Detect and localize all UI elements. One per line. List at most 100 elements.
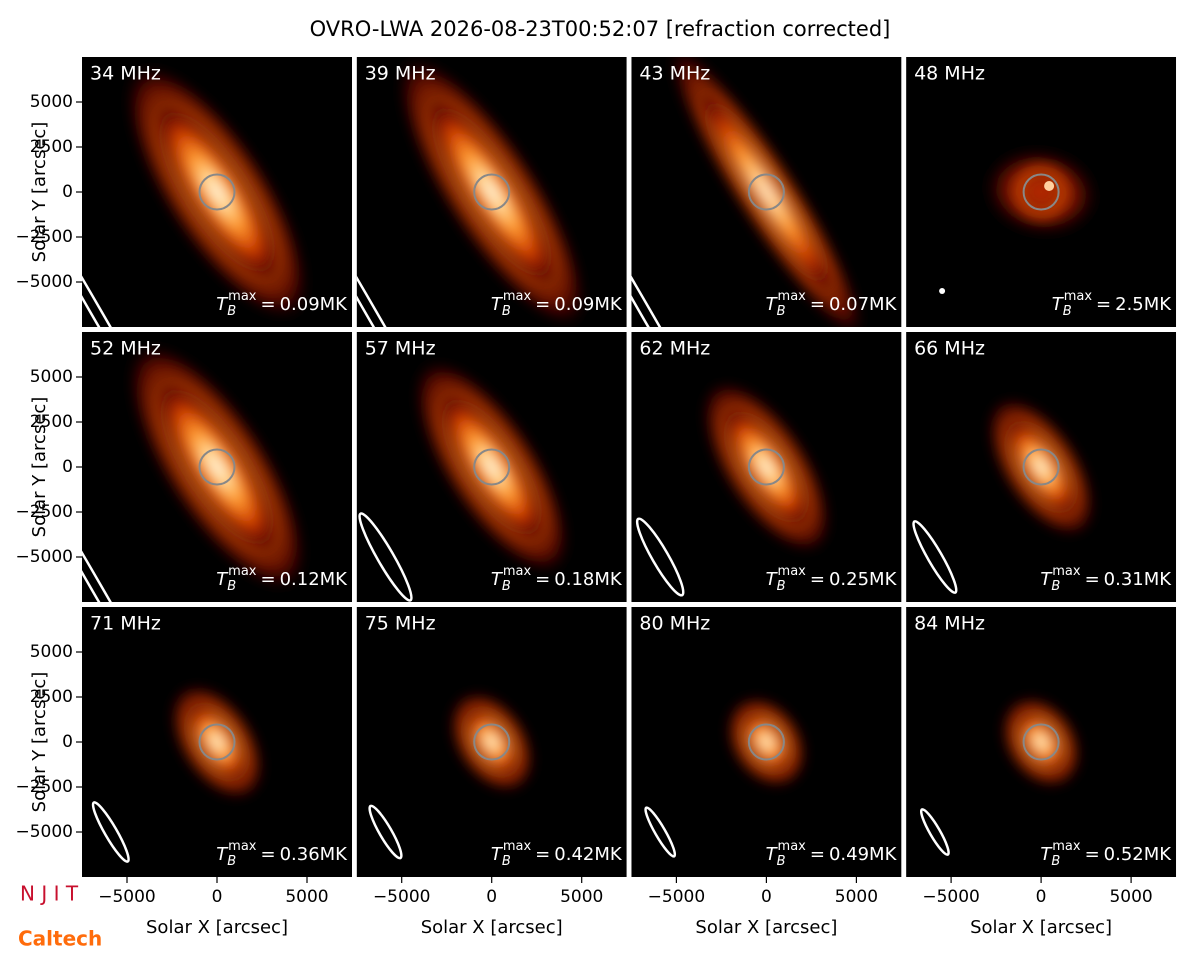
frequency-label: 80 MHz [639, 613, 710, 635]
panel [82, 57, 352, 327]
logo-njit: N J I T [20, 882, 79, 906]
panel [356, 332, 627, 602]
tb-symbol: T [766, 294, 779, 315]
y-axis-label: Solar Y [arcsec] [29, 122, 50, 263]
source-ring [1016, 167, 1066, 217]
beam [912, 520, 958, 594]
tb-symbol: T [1040, 569, 1053, 590]
tb-symbol: T [766, 569, 779, 590]
source [1015, 710, 1068, 774]
tb-equals: = [260, 294, 275, 315]
tb-sup: max [503, 289, 532, 304]
tb-sup: max [1052, 564, 1081, 579]
x-tick-label: 0 [212, 887, 223, 907]
panel [82, 332, 352, 602]
source [464, 707, 520, 777]
panel [356, 607, 627, 877]
beam [939, 288, 946, 294]
frequency-label: 75 MHz [365, 613, 436, 635]
tb-symbol: T [766, 844, 779, 865]
tb-max-label: TBmax = 0.31MK [1040, 564, 1172, 594]
tb-max-label: TBmax = 0.12MK [216, 564, 348, 594]
panel [356, 57, 627, 327]
y-axis-label: Solar Y [arcsec] [29, 397, 50, 538]
x-tick-label: −5000 [922, 887, 980, 907]
tb-sub: B [1051, 579, 1060, 594]
tb-sup: max [1052, 839, 1081, 854]
panel [631, 57, 902, 327]
tb-value: 0.49MK [829, 844, 898, 865]
tb-symbol: T [491, 294, 504, 315]
y-tick-label: −2500 [15, 777, 73, 797]
beam [631, 172, 728, 327]
panel [82, 607, 352, 877]
tb-symbol: T [1040, 844, 1053, 865]
frequency-label: 48 MHz [914, 63, 985, 85]
x-tick-label: 0 [761, 887, 772, 907]
tb-symbol: T [491, 569, 504, 590]
tb-sub: B [1051, 854, 1060, 869]
x-tick-label: 5000 [560, 887, 603, 907]
frequency-label: 39 MHz [365, 63, 436, 85]
beam [82, 172, 178, 327]
tb-equals: = [1096, 294, 1111, 315]
tb-sup: max [778, 564, 807, 579]
tb-symbol: T [216, 569, 229, 590]
logo-caltech: Caltech [18, 927, 102, 951]
x-axis-label: Solar X [arcsec] [970, 917, 1112, 938]
tb-max-label: TBmax = 0.52MK [1040, 839, 1172, 869]
tb-equals: = [810, 844, 825, 865]
frequency-label: 34 MHz [90, 63, 161, 85]
x-axis-label: Solar X [arcsec] [695, 917, 837, 938]
tb-value: 2.5MK [1115, 294, 1172, 315]
y-tick-label: 5000 [30, 92, 73, 112]
tb-value: 0.12MK [280, 569, 349, 590]
y-tick-label: 0 [62, 732, 73, 752]
solar-disk [1022, 723, 1060, 761]
y-tick-label: 2500 [30, 412, 73, 432]
tb-equals: = [810, 569, 825, 590]
y-tick-label: 5000 [30, 367, 73, 387]
x-axis-label: Solar X [arcsec] [146, 917, 288, 938]
tb-value: 0.07MK [829, 294, 898, 315]
tb-value: 0.36MK [280, 844, 349, 865]
source [186, 702, 248, 782]
beam [919, 808, 950, 856]
tb-max-label: TBmax = 0.49MK [766, 839, 898, 869]
tb-sup: max [778, 289, 807, 304]
tb-value: 0.25MK [829, 569, 898, 590]
frequency-label: 71 MHz [90, 613, 161, 635]
solar-disk [473, 448, 511, 486]
tb-sup: max [503, 839, 532, 854]
tb-max-label: TBmax = 0.42MK [491, 839, 623, 869]
solar-disk [1022, 173, 1060, 211]
x-tick-label: 5000 [835, 887, 878, 907]
tb-equals: = [810, 294, 825, 315]
solar-disk [473, 173, 511, 211]
tb-sub: B [777, 579, 786, 594]
tb-sup: max [228, 564, 257, 579]
tb-sup: max [1064, 289, 1093, 304]
chart-title: OVRO-LWA 2026-08-23T00:52:07 [refraction… [310, 17, 891, 41]
source [1005, 418, 1077, 516]
solar-disk [198, 173, 236, 211]
tb-sub: B [502, 579, 511, 594]
tb-value: 0.18MK [554, 569, 623, 590]
beam [368, 804, 403, 860]
beam [356, 172, 453, 327]
tb-equals: = [260, 569, 275, 590]
tb-sub: B [502, 854, 511, 869]
solar-disk [1022, 448, 1060, 486]
source-halo [974, 137, 1109, 247]
tb-equals: = [1085, 569, 1100, 590]
source [438, 392, 545, 542]
y-tick-label: 2500 [30, 687, 73, 707]
y-tick-label: 2500 [30, 137, 73, 157]
beam [644, 806, 677, 858]
frequency-label: 57 MHz [365, 338, 436, 360]
tb-max-label: TBmax = 0.07MK [766, 289, 898, 319]
tb-max-label: TBmax = 0.25MK [766, 564, 898, 594]
panel [906, 607, 1177, 877]
frequency-label: 62 MHz [639, 338, 710, 360]
tb-symbol: T [216, 844, 229, 865]
